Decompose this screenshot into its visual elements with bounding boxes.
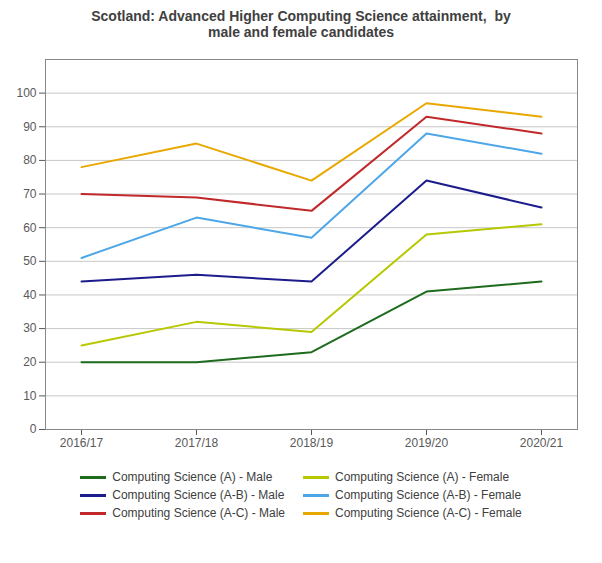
svg-text:0: 0 [30,422,37,436]
html-text:Computing Science (A) - Female: Computing Science (A) - Female [335,470,510,484]
svg-text:2016/17: 2016/17 [60,436,104,450]
svg-text:2017/18: 2017/18 [175,436,219,450]
svg-text:2019/20: 2019/20 [405,436,449,450]
svg-text:10: 10 [23,389,37,403]
svg-text:2020/21: 2020/21 [520,436,564,450]
html-text:Computing Science (A-C) - Fema: Computing Science (A-C) - Female [335,506,522,520]
svg-text:70: 70 [23,187,37,201]
html-text:Computing Science (A-B) - Male: Computing Science (A-B) - Male [112,488,285,502]
html-text:Computing Science (A-B) - Fema: Computing Science (A-B) - Female [335,488,522,502]
svg-text:30: 30 [23,321,37,335]
svg-text:50: 50 [23,254,37,268]
svg-text:80: 80 [23,153,37,167]
svg-text:90: 90 [23,120,37,134]
svg-text:40: 40 [23,288,37,302]
svg-text:60: 60 [23,221,37,235]
svg-text:100: 100 [16,86,36,100]
html-text:Scotland: Advanced Higher Comp: Scotland: Advanced Higher Computing Scie… [91,8,511,40]
svg-text:2018/19: 2018/19 [290,436,334,450]
html-text:Computing Science (A-C) - Male: Computing Science (A-C) - Male [112,506,285,520]
svg-text:20: 20 [23,355,37,369]
html-text:Computing Science (A) - Male: Computing Science (A) - Male [112,470,273,484]
